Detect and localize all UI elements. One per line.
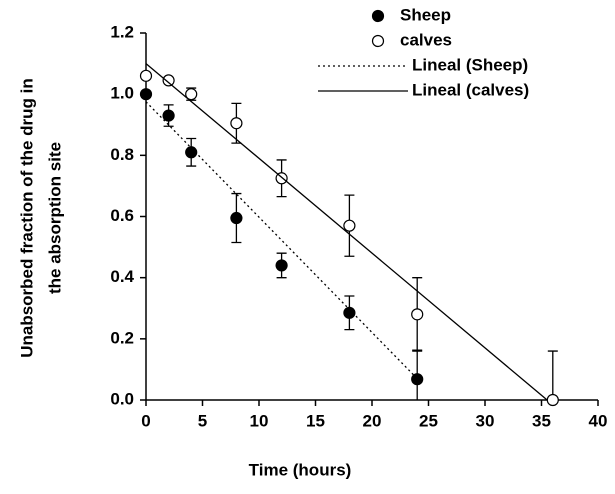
y-axis-title: Unabsorbed fraction of the drug in [17, 78, 36, 358]
legend-label: Lineal (calves) [412, 80, 529, 99]
y-tick-label: 1.2 [110, 22, 134, 41]
trend-line [145, 101, 418, 380]
point [162, 109, 175, 122]
point [343, 219, 356, 232]
legend-marker [371, 34, 385, 48]
point [185, 88, 198, 101]
x-tick-label: 25 [419, 411, 438, 430]
point [411, 308, 424, 321]
x-tick-label: 30 [476, 411, 495, 430]
point [139, 88, 153, 101]
point [185, 146, 198, 159]
x-tick-label: 15 [306, 411, 325, 430]
y-tick-label: 0.8 [110, 145, 134, 164]
x-tick-label: 40 [589, 411, 608, 430]
trend-line [145, 63, 548, 401]
y-axis-title: the absorption site [45, 142, 64, 294]
point [411, 373, 424, 386]
point [230, 211, 243, 225]
point [343, 306, 356, 319]
point [139, 69, 153, 82]
x-tick-label: 5 [198, 411, 207, 430]
point [275, 259, 288, 272]
legend-label: calves [400, 30, 452, 49]
y-tick-label: 0.6 [110, 206, 134, 225]
legend-marker [371, 9, 385, 23]
point [546, 393, 559, 407]
error-bar [547, 350, 558, 400]
point [230, 117, 243, 130]
y-tick-label: 1.0 [110, 84, 134, 103]
y-tick-label: 0.2 [110, 328, 134, 347]
y-tick-label: 0.0 [110, 389, 134, 408]
x-tick-label: 0 [141, 411, 150, 430]
x-tick-label: 10 [250, 411, 269, 430]
point [162, 74, 175, 87]
legend-label: Lineal (Sheep) [412, 55, 528, 74]
legend-label: Sheep [400, 5, 451, 24]
y-tick-label: 0.4 [110, 267, 134, 286]
x-axis-title: Time (hours) [249, 460, 352, 479]
x-tick-label: 35 [532, 411, 551, 430]
x-tick-label: 20 [363, 411, 382, 430]
